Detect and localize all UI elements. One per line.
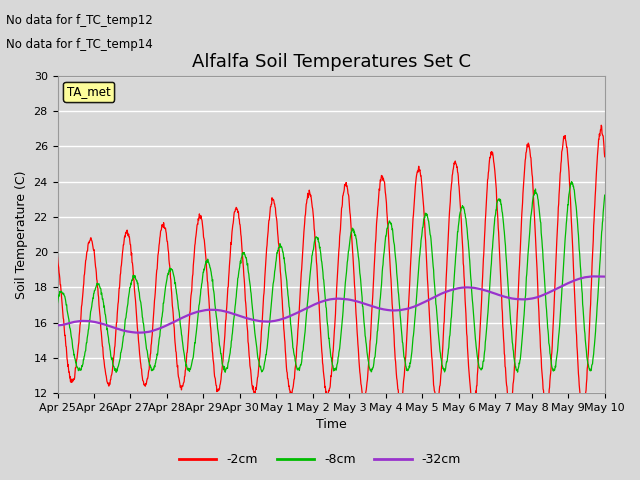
Text: No data for f_TC_temp12: No data for f_TC_temp12 [6, 14, 153, 27]
Y-axis label: Soil Temperature (C): Soil Temperature (C) [15, 170, 28, 299]
Legend: -2cm, -8cm, -32cm: -2cm, -8cm, -32cm [173, 448, 467, 471]
Legend: TA_met: TA_met [63, 82, 115, 102]
Title: Alfalfa Soil Temperatures Set C: Alfalfa Soil Temperatures Set C [191, 53, 470, 72]
X-axis label: Time: Time [316, 419, 346, 432]
Text: No data for f_TC_temp14: No data for f_TC_temp14 [6, 38, 153, 51]
